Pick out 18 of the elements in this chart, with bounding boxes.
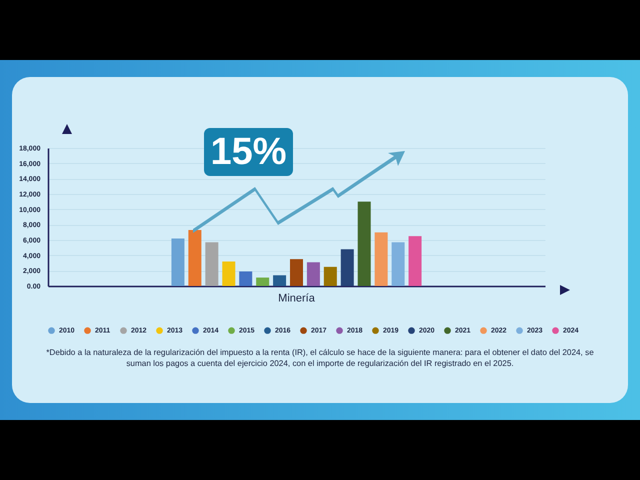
bar	[408, 236, 422, 286]
bar	[188, 230, 202, 286]
bar	[256, 278, 270, 286]
bar	[222, 261, 236, 286]
bar	[205, 242, 218, 286]
bar	[324, 266, 337, 286]
x-tick-label: Minería	[278, 292, 316, 304]
bar	[171, 238, 184, 286]
text: *Debido a la naturaleza de la regularización del impuesto a la renta (IR), el cálculo se hace de la siguiente manera: para el obtener el dato del 2024, se suman los pagos a cuenta del ejercicio 2024, con el importe de regularización del IR registrado en el 2025.	[45, 347, 595, 369]
bar	[358, 202, 371, 286]
bar	[273, 275, 286, 286]
bar	[392, 242, 405, 286]
bar	[306, 262, 320, 286]
bar	[340, 249, 354, 286]
bar	[239, 271, 252, 286]
bar	[374, 232, 388, 286]
bar	[290, 259, 303, 286]
annotation: 15%	[204, 128, 293, 176]
